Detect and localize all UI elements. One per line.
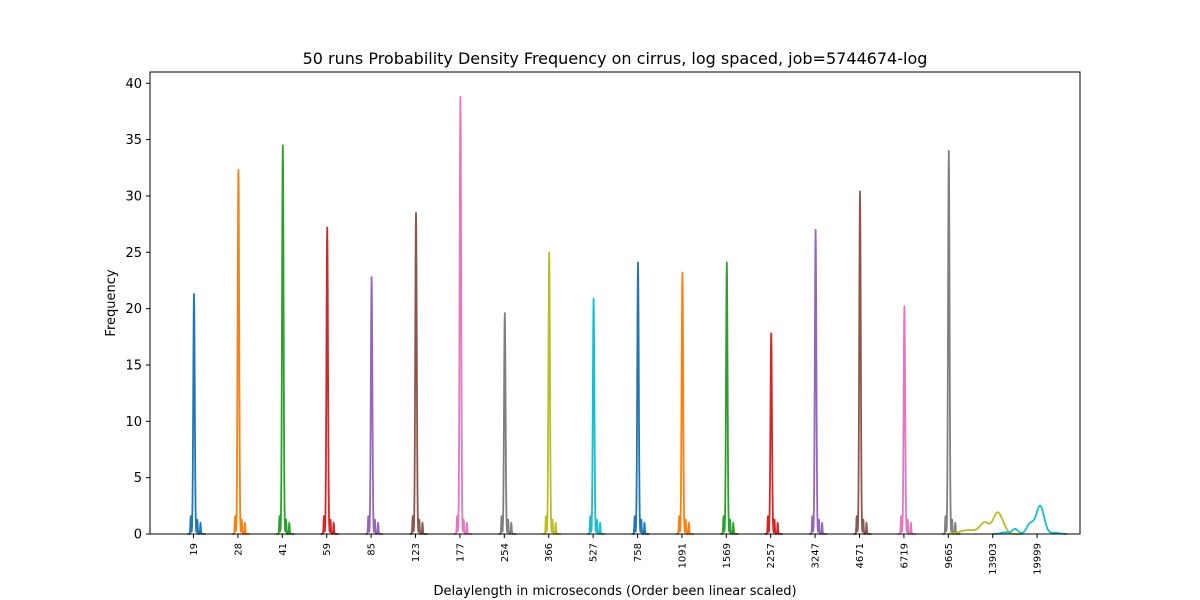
x-tick-label: 758 (633, 543, 644, 562)
series-curves (186, 95, 1068, 535)
y-tick-label: 10 (125, 415, 142, 430)
x-axis: 19 28 41 59 85 123 177 254 366 527 758 1091 1569 2257… (189, 534, 1044, 575)
x-tick-label: 19999 (1033, 543, 1044, 575)
x-tick-label: 6719 (899, 543, 910, 568)
y-tick-label: 5 (134, 471, 142, 486)
series-line-19999 (992, 504, 1068, 535)
y-axis: 0 5 10 15 20 25 30 35 40 (125, 77, 150, 543)
x-axis-label: Delaylength in microseconds (Order been … (433, 584, 796, 599)
series-line-6719 (897, 305, 917, 535)
y-tick-label: 30 (125, 189, 142, 204)
chart-title: 50 runs Probability Density Frequency on… (303, 49, 928, 68)
y-tick-label: 40 (125, 77, 142, 92)
series-line-41 (275, 144, 295, 535)
series-line-13903 (948, 511, 1024, 535)
series-line-59 (320, 226, 340, 535)
x-tick-label: 2257 (766, 543, 777, 568)
y-tick-label: 0 (134, 528, 142, 543)
x-tick-label: 13903 (988, 543, 999, 575)
series-line-1091 (675, 271, 695, 535)
x-tick-label: 41 (278, 543, 289, 556)
series-line-758 (630, 261, 651, 535)
x-tick-label: 4671 (855, 543, 866, 568)
series-line-527 (586, 297, 606, 535)
x-tick-label: 3247 (811, 543, 822, 568)
series-line-85 (364, 276, 384, 535)
x-tick-label: 1569 (722, 543, 733, 568)
series-line-123 (408, 211, 429, 535)
series-line-366 (542, 251, 562, 535)
y-tick-label: 25 (125, 246, 142, 261)
y-axis-label: Frequency (104, 269, 119, 336)
x-tick-label: 59 (322, 543, 333, 556)
x-tick-label: 85 (367, 543, 378, 556)
series-line-4671 (852, 190, 873, 535)
series-line-28 (231, 169, 251, 535)
x-tick-label: 9665 (944, 543, 955, 568)
series-line-1569 (719, 261, 739, 535)
y-tick-label: 35 (125, 133, 142, 148)
x-tick-label: 177 (455, 543, 466, 562)
series-line-254 (497, 312, 517, 535)
x-tick-label: 527 (589, 543, 600, 562)
x-tick-label: 123 (411, 543, 422, 562)
x-tick-label: 1091 (677, 543, 688, 568)
plot-frame (149, 71, 1081, 535)
y-tick-label: 20 (125, 302, 142, 317)
x-tick-label: 254 (500, 543, 511, 562)
x-tick-label: 28 (233, 543, 244, 556)
series-line-177 (453, 95, 473, 535)
x-tick-label: 366 (544, 543, 555, 562)
series-line-9665 (941, 149, 961, 535)
x-tick-label: 19 (189, 543, 200, 556)
series-line-3247 (808, 228, 828, 535)
series-line-19 (186, 293, 207, 535)
series-line-2257 (764, 332, 784, 535)
y-tick-label: 15 (125, 358, 142, 373)
